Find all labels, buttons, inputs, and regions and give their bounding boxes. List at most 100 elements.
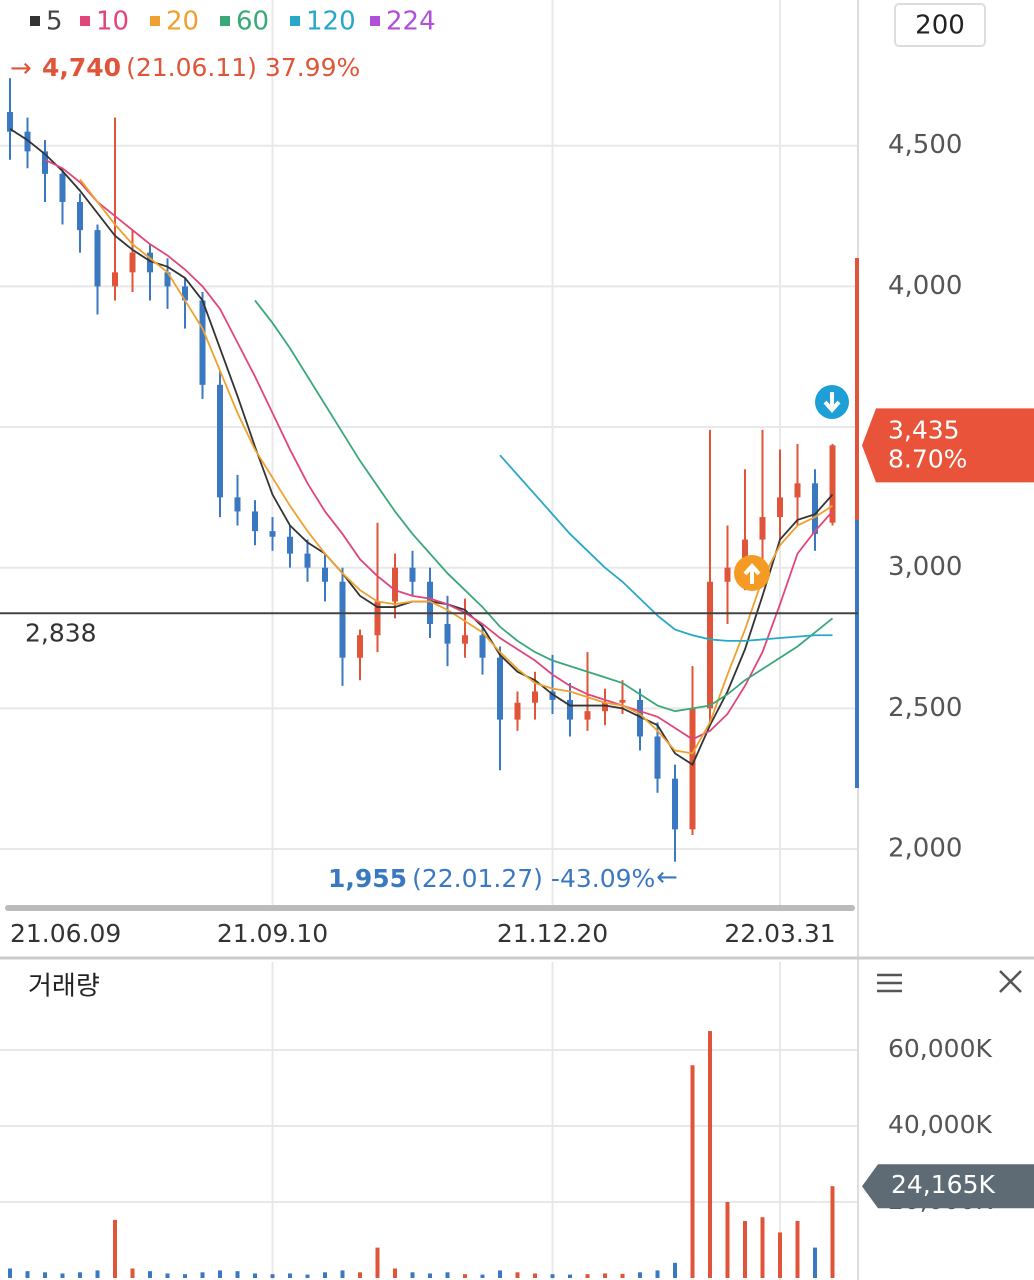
buy-signal[interactable] [734, 555, 770, 591]
close-icon[interactable] [999, 970, 1022, 993]
volume-bar [655, 1270, 660, 1278]
volume-bar [795, 1221, 800, 1278]
legend-swatch [30, 16, 40, 26]
candle-body [269, 531, 276, 537]
candle-body [374, 601, 381, 636]
volume-bar [708, 1031, 712, 1278]
volume-bar [550, 1274, 555, 1278]
ma-line [79, 178, 833, 755]
period-button-label[interactable]: 200 [915, 11, 965, 41]
volume-bar [410, 1272, 415, 1278]
volume-bar [43, 1272, 47, 1278]
low-date: (22.01.27) [412, 864, 543, 893]
candle-body [619, 699, 626, 703]
y-tick-label: 4,500 [888, 130, 962, 160]
ma-line [499, 454, 833, 642]
volume-bar [778, 1232, 782, 1278]
volume-bar [603, 1273, 607, 1278]
low-arrow: ← [656, 863, 678, 893]
plot [0, 0, 858, 1280]
candle-body [444, 623, 451, 644]
candle-body [129, 252, 136, 273]
legend-swatch [370, 16, 380, 26]
volume-bar [428, 1273, 432, 1278]
high-text: 4,740 (21.06.11) 37.99% [42, 53, 360, 82]
x-tick-label: 21.12.20 [497, 919, 608, 948]
volume-bar [463, 1274, 467, 1278]
volume-bar [725, 1202, 730, 1278]
volume-bar [130, 1268, 135, 1278]
candle-body [164, 272, 171, 287]
volume-bar [568, 1274, 572, 1278]
candle-body [24, 131, 31, 152]
y-tick-label: 2,000 [888, 834, 962, 864]
candle-body [112, 272, 118, 287]
volume-bar [235, 1271, 240, 1278]
volume-bar [690, 1065, 695, 1278]
candle-body [252, 511, 258, 532]
candle-body [759, 517, 766, 540]
candle-body [94, 230, 101, 287]
range-bar-up [855, 258, 859, 520]
candle-body [287, 536, 293, 554]
reference-label: 2,838 [25, 618, 97, 647]
volume-bar [673, 1262, 677, 1278]
volume-bar [200, 1272, 205, 1278]
candle-body [829, 445, 836, 523]
volume-bar [78, 1272, 82, 1278]
period-button[interactable] [894, 3, 986, 47]
x-tick-label: 22.03.31 [724, 919, 835, 948]
legend-label: 120 [306, 7, 356, 37]
volume-bar [60, 1273, 65, 1278]
high-value: 4,740 [42, 53, 121, 82]
low-value: 1,955 [328, 864, 407, 893]
candle-body [462, 635, 468, 644]
sell-signal[interactable] [815, 385, 849, 419]
menu-icon[interactable] [877, 973, 902, 993]
candle-body [532, 691, 538, 703]
candle-body [147, 252, 153, 273]
candle-body [514, 702, 521, 720]
volume-bar [8, 1268, 12, 1278]
legend-label: 10 [96, 7, 129, 37]
volume-bar [743, 1221, 747, 1278]
candle-body [724, 567, 731, 582]
legend-swatch [80, 16, 90, 26]
current-volume-badge [862, 1164, 1034, 1209]
volume-bar [218, 1270, 222, 1278]
volume-bar [813, 1247, 817, 1278]
volume-bar [480, 1274, 485, 1278]
volume-bar [305, 1274, 310, 1278]
volume-bar [288, 1273, 292, 1278]
candle-body [672, 778, 678, 830]
candle-body [182, 286, 188, 301]
candle-body [409, 567, 416, 582]
y-tick-label: 40,000K [888, 1110, 992, 1139]
candle-body [707, 581, 713, 709]
candle-body [812, 483, 818, 534]
high-change: 37.99% [265, 53, 360, 82]
volume-bar [95, 1270, 100, 1278]
candle-body [742, 539, 748, 568]
scrollbar[interactable] [5, 905, 855, 911]
candle-body [322, 567, 328, 582]
candle-body [584, 711, 591, 720]
volume-bar [498, 1270, 502, 1278]
volume-bar [393, 1268, 397, 1278]
candle-body [77, 201, 83, 231]
candle-body [689, 708, 696, 830]
low-change: -43.09% [551, 864, 655, 893]
volume-bar [253, 1273, 257, 1278]
low-text: 1,955 (22.01.27) -43.09% [328, 864, 655, 893]
y-tick-label: 2,500 [888, 693, 962, 723]
volume-bar [340, 1270, 345, 1278]
y-tick-label: 60,000K [888, 1034, 992, 1063]
candle-body [42, 151, 48, 174]
candle-body [602, 702, 608, 712]
volume-bar [638, 1272, 642, 1278]
ma-line [254, 299, 834, 713]
volume-bar [25, 1271, 30, 1278]
candle-body [479, 635, 486, 658]
